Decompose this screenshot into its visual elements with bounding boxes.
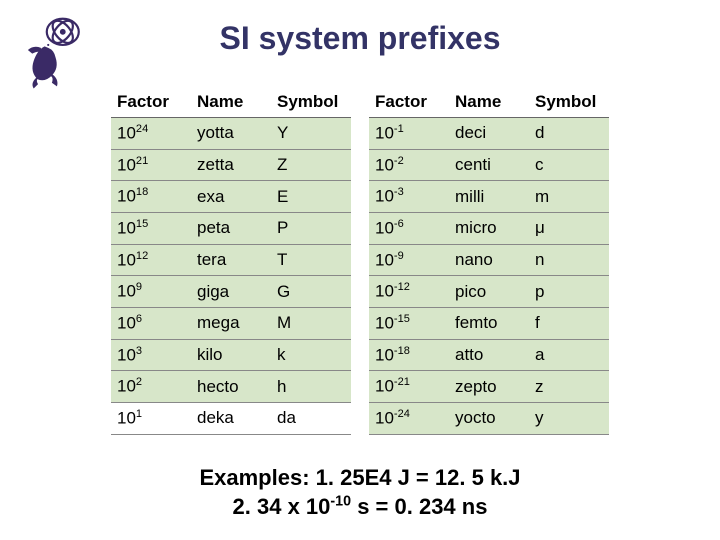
cell-symbol: T — [271, 244, 351, 276]
cell-factor: 10-21 — [369, 371, 449, 403]
cell-symbol: m — [529, 181, 609, 213]
cell-name: micro — [449, 212, 529, 244]
cell-factor: 10-18 — [369, 339, 449, 371]
cell-symbol: z — [529, 371, 609, 403]
example-line-2a: 2. 34 x 10 — [233, 494, 331, 519]
cell-symbol: Z — [271, 149, 351, 181]
prefix-table-large: Factor Name Symbol 1024yottaY1021zettaZ1… — [111, 87, 351, 435]
cell-symbol: h — [271, 371, 351, 403]
table-row: 101dekada — [111, 402, 351, 434]
cell-factor: 10-12 — [369, 276, 449, 308]
cell-name: peta — [191, 212, 271, 244]
cell-symbol: d — [529, 118, 609, 150]
page-title: SI system prefixes — [0, 0, 720, 87]
cell-name: milli — [449, 181, 529, 213]
cell-factor: 102 — [111, 371, 191, 403]
table-row: 10-3millim — [369, 181, 609, 213]
cell-name: deci — [449, 118, 529, 150]
col-name: Name — [449, 87, 529, 118]
cell-name: zetta — [191, 149, 271, 181]
cell-factor: 109 — [111, 276, 191, 308]
cell-name: mega — [191, 307, 271, 339]
cell-symbol: Y — [271, 118, 351, 150]
table-row: 1018exaE — [111, 181, 351, 213]
table-row: 10-2centic — [369, 149, 609, 181]
table-row: 103kilok — [111, 339, 351, 371]
cell-symbol: k — [271, 339, 351, 371]
cell-symbol: p — [529, 276, 609, 308]
cell-name: giga — [191, 276, 271, 308]
table-row: 10-9nanon — [369, 244, 609, 276]
table-row: 10-24yoctoy — [369, 402, 609, 434]
table-row: 1012teraT — [111, 244, 351, 276]
logo-icon — [18, 10, 93, 90]
cell-name: exa — [191, 181, 271, 213]
table-row: 10-21zeptoz — [369, 371, 609, 403]
table-row: 10-15femtof — [369, 307, 609, 339]
cell-symbol: P — [271, 212, 351, 244]
cell-factor: 1012 — [111, 244, 191, 276]
cell-name: centi — [449, 149, 529, 181]
table-row: 10-1decid — [369, 118, 609, 150]
cell-symbol: y — [529, 402, 609, 434]
cell-symbol: E — [271, 181, 351, 213]
col-name: Name — [191, 87, 271, 118]
cell-name: yocto — [449, 402, 529, 434]
cell-symbol: f — [529, 307, 609, 339]
cell-factor: 10-2 — [369, 149, 449, 181]
col-factor: Factor — [369, 87, 449, 118]
cell-factor: 1015 — [111, 212, 191, 244]
col-symbol: Symbol — [271, 87, 351, 118]
cell-factor: 101 — [111, 402, 191, 434]
cell-symbol: n — [529, 244, 609, 276]
example-exp: -10 — [330, 494, 351, 510]
cell-factor: 1018 — [111, 181, 191, 213]
cell-name: deka — [191, 402, 271, 434]
cell-factor: 1024 — [111, 118, 191, 150]
cell-factor: 10-24 — [369, 402, 449, 434]
cell-factor: 10-6 — [369, 212, 449, 244]
table-row: 106megaM — [111, 307, 351, 339]
cell-name: pico — [449, 276, 529, 308]
tables-container: Factor Name Symbol 1024yottaY1021zettaZ1… — [0, 87, 720, 435]
table-row: 10-12picop — [369, 276, 609, 308]
table-row: 109gigaG — [111, 276, 351, 308]
table-row: 102hectoh — [111, 371, 351, 403]
cell-factor: 10-3 — [369, 181, 449, 213]
cell-factor: 10-1 — [369, 118, 449, 150]
cell-name: femto — [449, 307, 529, 339]
cell-name: nano — [449, 244, 529, 276]
table-header-row: Factor Name Symbol — [111, 87, 351, 118]
cell-symbol: da — [271, 402, 351, 434]
cell-symbol: c — [529, 149, 609, 181]
examples-text: Examples: 1. 25E4 J = 12. 5 k.J 2. 34 x … — [0, 463, 720, 522]
cell-factor: 106 — [111, 307, 191, 339]
cell-name: hecto — [191, 371, 271, 403]
cell-symbol: a — [529, 339, 609, 371]
table-row: 10-6microμ — [369, 212, 609, 244]
cell-name: kilo — [191, 339, 271, 371]
cell-symbol: G — [271, 276, 351, 308]
cell-symbol: M — [271, 307, 351, 339]
table-row: 1021zettaZ — [111, 149, 351, 181]
cell-name: atto — [449, 339, 529, 371]
col-symbol: Symbol — [529, 87, 609, 118]
prefix-table-small: Factor Name Symbol 10-1decid10-2centic10… — [369, 87, 609, 435]
table-header-row: Factor Name Symbol — [369, 87, 609, 118]
cell-factor: 10-9 — [369, 244, 449, 276]
table-row: 10-18attoa — [369, 339, 609, 371]
col-factor: Factor — [111, 87, 191, 118]
cell-factor: 103 — [111, 339, 191, 371]
table-row: 1015petaP — [111, 212, 351, 244]
cell-name: tera — [191, 244, 271, 276]
cell-name: zepto — [449, 371, 529, 403]
cell-factor: 1021 — [111, 149, 191, 181]
cell-symbol: μ — [529, 212, 609, 244]
example-line-2b: s = 0. 234 ns — [351, 494, 487, 519]
cell-factor: 10-15 — [369, 307, 449, 339]
cell-name: yotta — [191, 118, 271, 150]
example-line-1: Examples: 1. 25E4 J = 12. 5 k.J — [199, 465, 520, 490]
table-row: 1024yottaY — [111, 118, 351, 150]
